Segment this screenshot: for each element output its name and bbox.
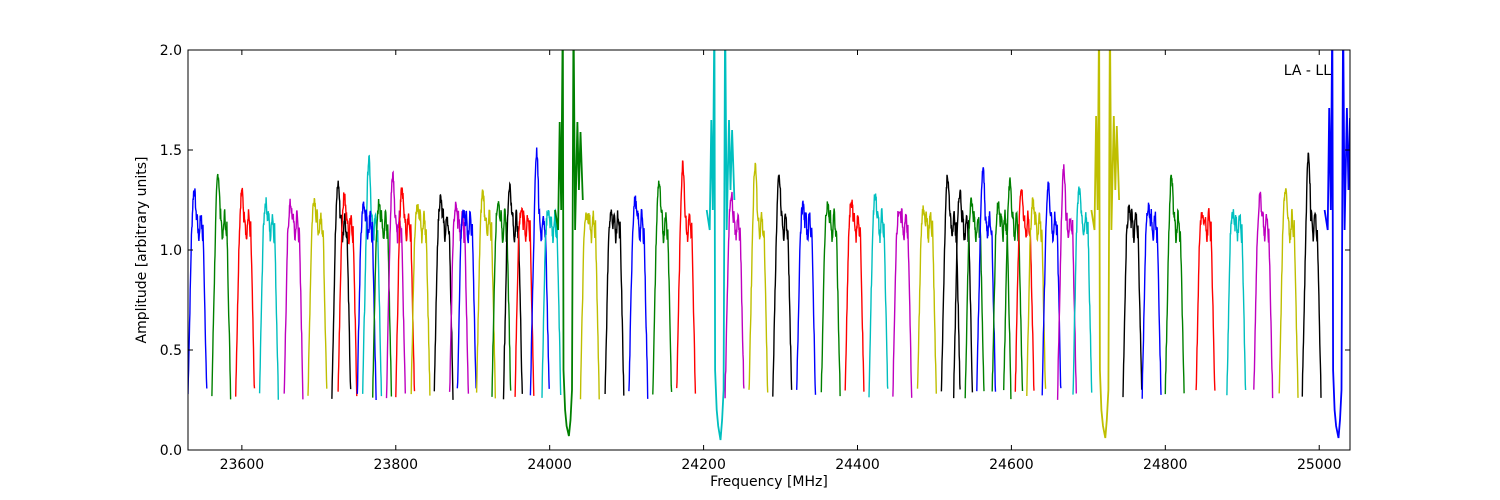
series-channel-35 <box>892 208 913 398</box>
series-channel-52 <box>1226 209 1247 396</box>
series-spike-3 <box>1323 50 1350 439</box>
series-channel-36 <box>916 205 937 394</box>
y-tick-label-0.5: 0.5 <box>160 343 182 359</box>
series-channel-10 <box>372 198 393 398</box>
series-channel-8 <box>362 154 383 397</box>
x-tick-label-24000: 24000 <box>527 457 572 473</box>
series-channel-27 <box>676 160 697 394</box>
series-channel-32 <box>820 201 841 397</box>
series-channel-22 <box>541 208 562 398</box>
series-channel-33 <box>844 199 865 392</box>
series-channel-6 <box>331 180 352 399</box>
series-channel-14 <box>433 193 454 400</box>
series-channel-43 <box>1014 189 1035 392</box>
series-channel-7 <box>337 192 358 397</box>
series-channel-48 <box>1122 203 1143 398</box>
series-channel-51 <box>1195 207 1216 391</box>
series-channel-49 <box>1141 202 1162 399</box>
series-spike-0 <box>554 50 584 437</box>
x-tick-label-24600: 24600 <box>989 457 1034 473</box>
series-channel-55 <box>1301 152 1322 398</box>
series-channel-4 <box>283 198 304 400</box>
series-channel-39 <box>964 197 985 399</box>
series-channel-23 <box>579 210 600 400</box>
series-channel-34 <box>868 193 889 398</box>
series-channel-45 <box>1041 181 1062 396</box>
series-channel-25 <box>628 195 649 399</box>
series-channel-17 <box>475 189 496 399</box>
y-tick-label-1: 1.0 <box>160 243 182 259</box>
series-channel-11 <box>385 170 406 399</box>
series-channel-19 <box>502 181 523 400</box>
series-layer <box>188 50 1350 441</box>
series-channel-9 <box>356 201 377 401</box>
series-channel-31 <box>796 200 817 395</box>
series-channel-38 <box>953 189 974 399</box>
y-axis-label: Amplitude [arbitrary units] <box>134 157 150 344</box>
y-tick-label-1.5: 1.5 <box>160 143 182 159</box>
series-channel-50 <box>1164 174 1185 395</box>
x-tick-label-23600: 23600 <box>220 457 265 473</box>
series-channel-0 <box>188 188 208 395</box>
x-axis-label: Frequency [MHz] <box>710 474 828 490</box>
series-channel-3 <box>258 197 279 400</box>
series-channel-30 <box>772 174 793 397</box>
series-channel-1 <box>211 173 232 400</box>
x-tick-label-24800: 24800 <box>1143 457 1188 473</box>
y-tick-label-0: 0.0 <box>160 443 182 459</box>
x-tick-label-25000: 25000 <box>1297 457 1342 473</box>
series-channel-40 <box>976 167 997 392</box>
series-channel-41 <box>991 201 1012 400</box>
series-channel-2 <box>235 187 256 397</box>
series-channel-54 <box>1278 188 1299 398</box>
series-channel-12 <box>395 187 416 398</box>
series-channel-44 <box>1026 197 1047 397</box>
series-channel-21 <box>529 147 550 396</box>
series-channel-53 <box>1253 191 1274 399</box>
series-channel-46 <box>1056 164 1077 400</box>
series-channel-16 <box>456 209 477 389</box>
ticks-layer: 23600 23800 24000 24200 24400 24600 24800 25000… <box>160 43 1350 473</box>
y-tick-label-2: 2.0 <box>160 43 182 59</box>
series-channel-20 <box>514 206 535 397</box>
series-channel-15 <box>448 201 470 394</box>
series-channel-42 <box>1003 177 1024 392</box>
annotation-label: LA - LL <box>1284 63 1331 79</box>
x-tick-label-23800: 23800 <box>374 457 419 473</box>
series-channel-28 <box>724 191 745 399</box>
series-channel-18 <box>491 201 512 397</box>
series-channel-26 <box>652 180 673 395</box>
x-tick-label-24200: 24200 <box>681 457 726 473</box>
series-channel-13 <box>410 204 431 396</box>
series-channel-47 <box>1072 186 1093 395</box>
series-channel-24 <box>604 209 625 396</box>
series-channel-29 <box>748 162 769 393</box>
x-tick-label-24400: 24400 <box>835 457 880 473</box>
series-channel-5 <box>307 198 328 396</box>
series-spike-2 <box>1090 50 1120 439</box>
series-spike-1 <box>705 50 736 441</box>
